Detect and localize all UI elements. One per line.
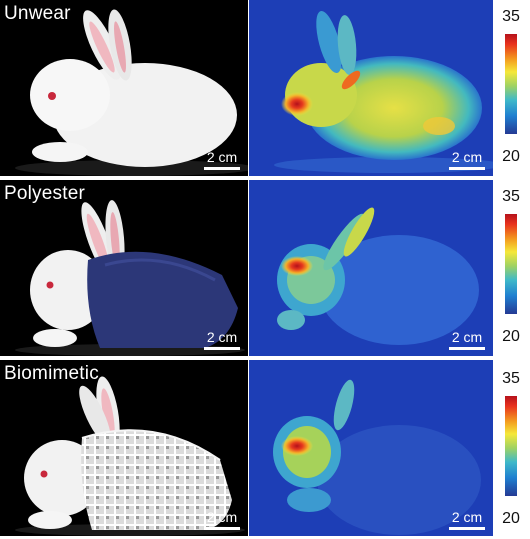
scale-bar-polyester-thermal: 2 cm <box>449 330 485 350</box>
scale-bar-line <box>449 167 485 170</box>
scale-bar-unwear-photo: 2 cm <box>204 150 240 170</box>
colorbar-gradient <box>505 396 517 496</box>
scale-bar-line <box>204 347 240 350</box>
row-label-unwear: Unwear <box>4 3 71 24</box>
thermal-polyester: 2 cm <box>249 180 493 356</box>
row-label-biomimetic: Biomimetic <box>4 363 99 384</box>
scale-bar-line <box>204 167 240 170</box>
rabbit-unwear-illustration <box>15 9 248 176</box>
scale-bar-biomimetic-photo: 2 cm <box>204 510 240 530</box>
photo-polyester: Polyester 2 cm <box>0 180 248 356</box>
colorbar-unwear: 35 20 <box>496 0 526 176</box>
scale-bar-label: 2 cm <box>206 329 238 345</box>
photo-biomimetic: Biomimetic 2 cm <box>0 360 248 536</box>
colorbar-polyester: 35 20 <box>496 180 526 356</box>
rabbit-polyester-illustration <box>15 200 245 356</box>
scale-bar-label: 2 cm <box>206 149 238 165</box>
scale-bar-label: 2 cm <box>206 509 238 525</box>
scale-bar-line <box>449 347 485 350</box>
thermal-biomimetic-illustration <box>273 379 481 535</box>
colorbar-gradient <box>505 34 517 134</box>
scale-bar-line <box>204 527 240 530</box>
thermal-polyester-illustration <box>277 207 479 345</box>
photo-unwear: Unwear 2 cm <box>0 0 248 176</box>
colorbar-min-label: 20 <box>502 328 520 345</box>
colorbar-max-label: 35 <box>502 188 520 205</box>
colorbar-max-label: 35 <box>502 370 520 387</box>
rabbit-biomimetic-illustration <box>15 376 245 536</box>
scale-bar-unwear-thermal: 2 cm <box>449 150 485 170</box>
row-label-polyester: Polyester <box>4 183 86 204</box>
scale-bar-polyester-photo: 2 cm <box>204 330 240 350</box>
colorbar-biomimetic: 35 20 <box>496 360 526 536</box>
colorbar-max-label: 35 <box>502 8 520 25</box>
thermal-biomimetic: 2 cm <box>249 360 493 536</box>
colorbar-min-label: 20 <box>502 148 520 165</box>
thermal-unwear: 2 cm <box>249 0 493 176</box>
scale-bar-label: 2 cm <box>451 509 483 525</box>
scale-bar-biomimetic-thermal: 2 cm <box>449 510 485 530</box>
scale-bar-line <box>449 527 485 530</box>
scale-bar-label: 2 cm <box>451 329 483 345</box>
thermal-unwear-illustration <box>274 10 493 173</box>
scale-bar-label: 2 cm <box>451 149 483 165</box>
colorbar-gradient <box>505 214 517 314</box>
colorbar-min-label: 20 <box>502 510 520 527</box>
